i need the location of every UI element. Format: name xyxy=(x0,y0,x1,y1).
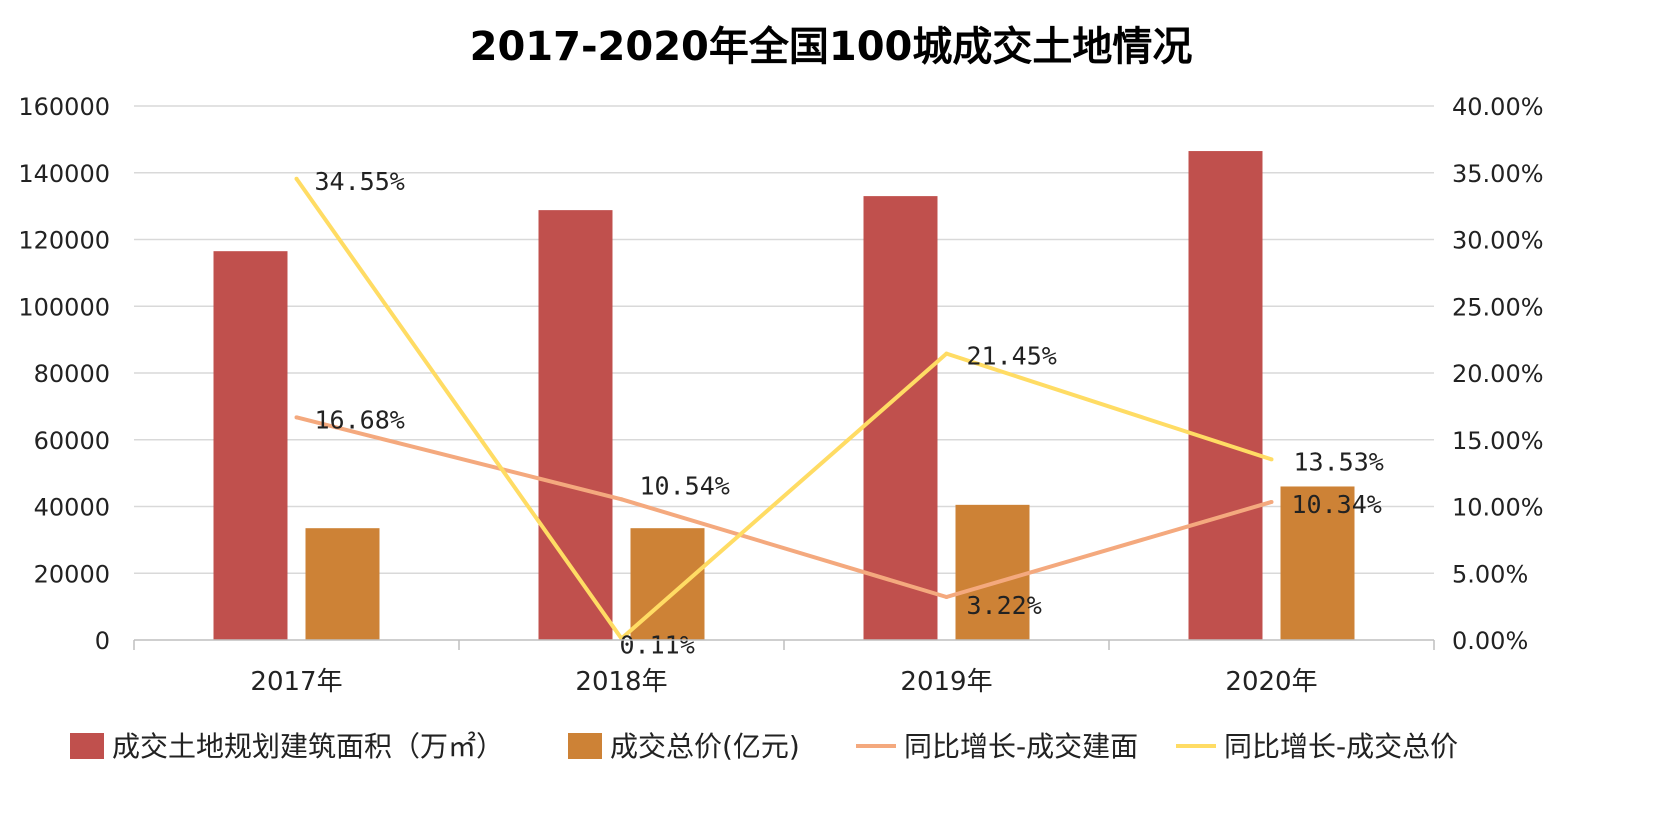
legend-label: 成交总价(亿元) xyxy=(610,730,800,763)
y-right-tick-label: 30.00% xyxy=(1452,227,1544,255)
bar-planned-floor-area xyxy=(1188,151,1263,640)
data-label: 0.11% xyxy=(620,631,695,660)
data-label: 16.68% xyxy=(315,405,405,434)
data-labels: 16.68% 10.54% 3.22% 10.34% 34.55% 0.11% 21.45%… xyxy=(315,167,1384,660)
data-label: 10.54% xyxy=(640,471,730,500)
data-label: 10.34% xyxy=(1292,490,1382,519)
category-label: 2018年 xyxy=(575,667,667,697)
line-point xyxy=(294,415,299,420)
left-axis: 0 20000 40000 60000 80000 100000 120000 140000 1… xyxy=(18,93,110,655)
y-left-tick-label: 20000 xyxy=(34,560,110,588)
y-right-tick-label: 0.00% xyxy=(1452,627,1528,655)
legend-label: 同比增长-成交总价 xyxy=(1224,730,1458,763)
data-label: 13.53% xyxy=(1294,447,1384,476)
bar-total-price xyxy=(1280,486,1355,640)
line-point xyxy=(1269,457,1274,462)
data-label: 21.45% xyxy=(967,342,1057,371)
line-series xyxy=(294,176,1274,641)
bar-total-price xyxy=(955,504,1030,640)
line-yoy-floor-area xyxy=(296,415,1273,600)
y-left-tick-label: 120000 xyxy=(18,227,110,255)
y-left-tick-label: 160000 xyxy=(18,93,110,121)
legend-swatch xyxy=(568,733,602,759)
legend-label: 成交土地规划建筑面积（万㎡） xyxy=(112,730,504,763)
line-point xyxy=(944,351,949,356)
y-left-tick-label: 140000 xyxy=(18,160,110,188)
y-right-tick-label: 5.00% xyxy=(1452,560,1528,588)
y-left-tick-label: 80000 xyxy=(34,360,110,388)
bar-total-price xyxy=(305,528,380,640)
category-label: 2019年 xyxy=(900,667,992,697)
y-right-tick-label: 10.00% xyxy=(1452,494,1544,522)
legend-item: 同比增长-成交总价 xyxy=(1176,730,1458,763)
legend: 成交土地规划建筑面积（万㎡） 成交总价(亿元) 同比增长-成交建面 同比增长-成交总价 xyxy=(70,730,1458,763)
line-yoy-total-price xyxy=(294,177,1273,641)
legend-item: 同比增长-成交建面 xyxy=(856,730,1138,763)
y-left-tick-label: 0 xyxy=(95,627,110,655)
category-label: 2020年 xyxy=(1225,667,1317,697)
bar-planned-floor-area xyxy=(213,251,288,640)
y-right-tick-label: 35.00% xyxy=(1452,160,1544,188)
y-right-tick-label: 15.00% xyxy=(1452,427,1544,455)
legend-swatch xyxy=(70,733,104,759)
line-point xyxy=(294,176,299,181)
line-point xyxy=(619,497,624,502)
bar-planned-floor-area xyxy=(538,210,613,640)
legend-label: 同比增长-成交建面 xyxy=(904,730,1138,763)
bar-series xyxy=(213,151,1355,641)
category-label: 2017年 xyxy=(250,667,342,697)
y-right-tick-label: 25.00% xyxy=(1452,293,1544,321)
y-right-tick-label: 40.00% xyxy=(1452,93,1544,121)
right-axis: 0.00% 5.00% 10.00% 15.00% 20.00% 25.00% 30.00%… xyxy=(1452,93,1544,655)
legend-item: 成交土地规划建筑面积（万㎡） xyxy=(70,730,504,763)
data-label: 34.55% xyxy=(315,167,405,196)
category-axis: 2017年 2018年 2019年 2020年 xyxy=(133,639,1435,697)
grid-lines xyxy=(134,105,1434,574)
line-point xyxy=(944,595,949,600)
line-point xyxy=(1269,499,1274,504)
chart-title: 2017-2020年全国100城成交土地情况 xyxy=(470,24,1193,70)
legend-item: 成交总价(亿元) xyxy=(568,730,800,763)
data-label: 3.22% xyxy=(967,591,1042,620)
y-right-tick-label: 20.00% xyxy=(1452,360,1544,388)
y-left-tick-label: 40000 xyxy=(34,494,110,522)
y-left-tick-label: 100000 xyxy=(18,293,110,321)
y-left-tick-label: 60000 xyxy=(34,427,110,455)
